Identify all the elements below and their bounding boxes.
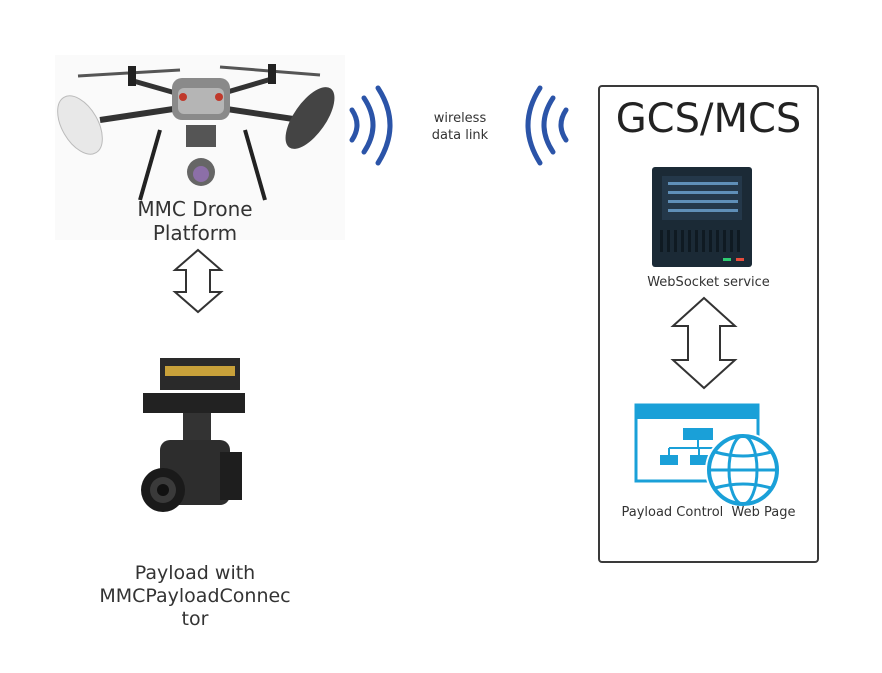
wireless-link-label: wireless data link bbox=[410, 111, 510, 145]
payload-label-line3: tor bbox=[181, 608, 209, 631]
drone-icon bbox=[55, 55, 345, 240]
drone-label-line1: MMC Drone bbox=[137, 197, 253, 221]
server-icon bbox=[652, 167, 752, 267]
gcs-title: GCS/MCS bbox=[615, 96, 802, 142]
gcs-container bbox=[598, 85, 819, 563]
drone-label-line2: Platform bbox=[152, 220, 238, 245]
payload-label: Payload with MMCPayloadConnec tor bbox=[85, 562, 305, 632]
signal-waves-right-icon bbox=[349, 85, 393, 166]
link-label-line2: data link bbox=[431, 127, 489, 143]
payload-control-webpage-label: Payload Control Web Page bbox=[621, 505, 796, 520]
payload-label-line1: Payload with bbox=[134, 562, 256, 584]
server-webpage-arrow-icon bbox=[670, 296, 738, 390]
drone-payload-arrow-icon bbox=[172, 248, 224, 314]
signal-waves-left-icon bbox=[525, 85, 569, 166]
drone-label: MMC Drone Platform bbox=[110, 197, 280, 245]
payload-camera-icon bbox=[141, 358, 245, 512]
globe-icon bbox=[705, 432, 781, 508]
payload-label-line2: MMCPayloadConnec bbox=[99, 585, 291, 608]
websocket-service-label: WebSocket service bbox=[647, 275, 770, 290]
link-label-line1: wireless bbox=[433, 111, 487, 126]
